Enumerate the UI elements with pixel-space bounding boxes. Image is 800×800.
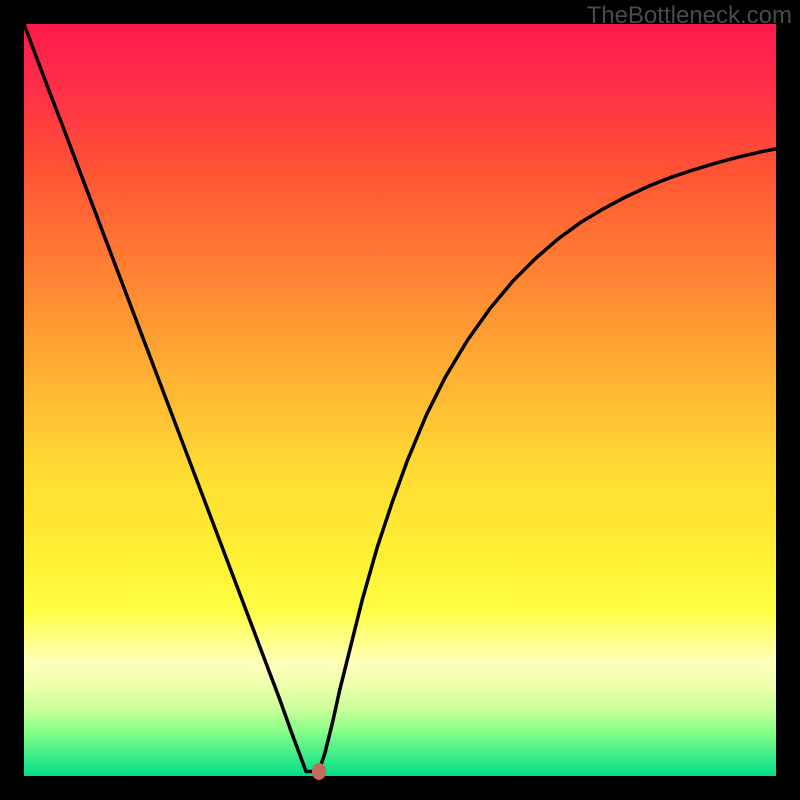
watermark-text: TheBottleneck.com	[587, 2, 792, 30]
bottleneck-curve-chart	[24, 24, 776, 776]
optimum-marker	[312, 763, 326, 779]
gradient-background	[24, 24, 776, 776]
chart-plot-area	[24, 24, 776, 776]
